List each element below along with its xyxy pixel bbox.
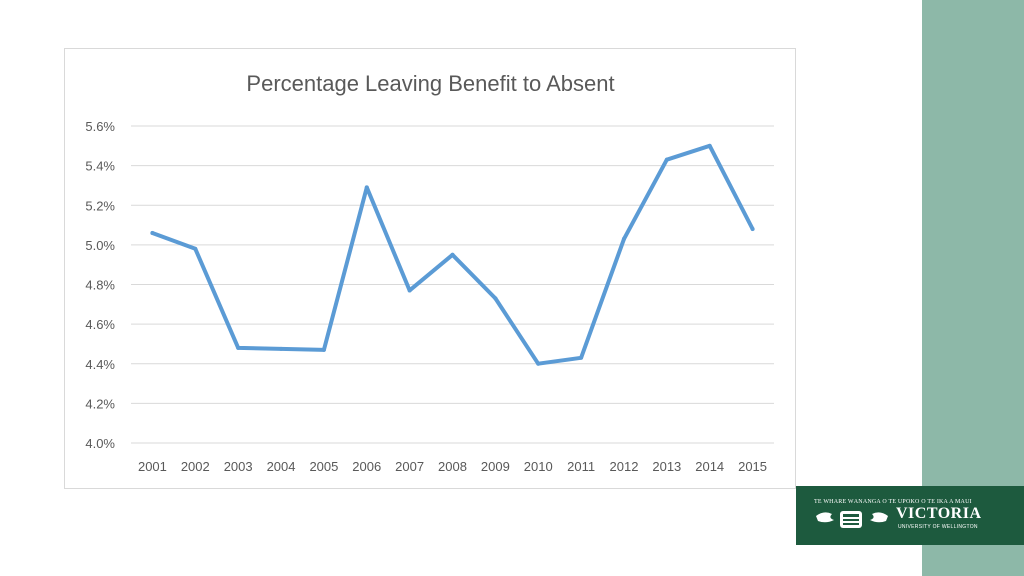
data-point bbox=[236, 345, 241, 350]
x-tick-label: 2005 bbox=[309, 459, 338, 474]
line-chart: Percentage Leaving Benefit to Absent 4.0%… bbox=[85, 71, 774, 474]
x-tick-label: 2009 bbox=[481, 459, 510, 474]
y-tick-label: 5.2% bbox=[85, 198, 115, 213]
x-tick-label: 2003 bbox=[224, 459, 253, 474]
data-point bbox=[621, 236, 626, 241]
x-tick-label: 2010 bbox=[524, 459, 553, 474]
data-point bbox=[450, 252, 455, 257]
x-tick-label: 2004 bbox=[267, 459, 296, 474]
data-point bbox=[536, 361, 541, 366]
data-point bbox=[193, 246, 198, 251]
x-tick-label: 2002 bbox=[181, 459, 210, 474]
y-tick-label: 4.4% bbox=[85, 357, 115, 372]
y-tick-label: 5.6% bbox=[85, 119, 115, 134]
data-point bbox=[493, 296, 498, 301]
x-tick-label: 2001 bbox=[138, 459, 167, 474]
logo-subtitle: UNIVERSITY OF WELLINGTON bbox=[898, 524, 978, 530]
x-tick-label: 2014 bbox=[695, 459, 724, 474]
y-tick-label: 4.6% bbox=[85, 317, 115, 332]
accent-side-band bbox=[922, 0, 1024, 576]
y-tick-label: 5.4% bbox=[85, 159, 115, 174]
data-point bbox=[279, 346, 284, 351]
y-tick-label: 4.8% bbox=[85, 278, 115, 293]
crest-icon bbox=[816, 511, 888, 528]
data-point bbox=[150, 230, 155, 235]
data-point bbox=[707, 143, 712, 148]
data-point bbox=[364, 185, 369, 190]
x-tick-label: 2015 bbox=[738, 459, 767, 474]
chart-title: Percentage Leaving Benefit to Absent bbox=[246, 71, 614, 96]
x-tick-label: 2012 bbox=[610, 459, 639, 474]
data-point bbox=[407, 288, 412, 293]
data-point bbox=[321, 347, 326, 352]
y-tick-label: 4.2% bbox=[85, 396, 115, 411]
x-tick-label: 2006 bbox=[352, 459, 381, 474]
data-point bbox=[579, 355, 584, 360]
data-point bbox=[664, 157, 669, 162]
logo-name: VICTORIA bbox=[896, 505, 982, 522]
x-tick-label: 2013 bbox=[652, 459, 681, 474]
y-tick-label: 4.0% bbox=[85, 436, 115, 451]
logo-motto: TE WHARE WĀNANGA O TE ŪPOKO O TE IKA A M… bbox=[814, 499, 972, 505]
chart-frame: Percentage Leaving Benefit to Absent 4.0%… bbox=[64, 48, 796, 489]
x-tick-label: 2011 bbox=[567, 459, 595, 474]
x-tick-label: 2008 bbox=[438, 459, 467, 474]
x-tick-label: 2007 bbox=[395, 459, 424, 474]
data-point bbox=[750, 227, 755, 232]
y-tick-label: 5.0% bbox=[85, 238, 115, 253]
university-logo: TE WHARE WĀNANGA O TE ŪPOKO O TE IKA A M… bbox=[796, 486, 1024, 545]
